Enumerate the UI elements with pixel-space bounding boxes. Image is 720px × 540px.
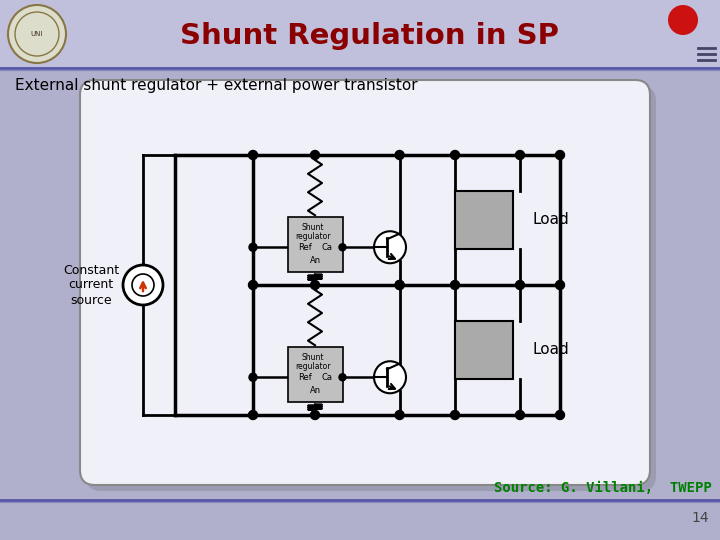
Circle shape [395, 280, 404, 289]
Circle shape [451, 151, 459, 159]
Text: Shunt: Shunt [302, 222, 324, 232]
FancyBboxPatch shape [86, 86, 656, 491]
Text: Ref: Ref [298, 373, 312, 382]
Text: UNI: UNI [31, 31, 43, 37]
Circle shape [556, 280, 564, 289]
Circle shape [339, 244, 346, 251]
Text: Shunt: Shunt [302, 353, 324, 362]
Circle shape [249, 373, 257, 381]
Circle shape [556, 151, 564, 159]
Circle shape [310, 410, 320, 420]
Bar [287, 347, 343, 402]
Text: Ca: Ca [322, 243, 333, 252]
Text: Load: Load [532, 213, 569, 227]
Circle shape [248, 151, 258, 159]
Circle shape [123, 265, 163, 305]
Bar [455, 321, 513, 379]
Circle shape [374, 231, 406, 263]
Text: Source: G. Villani,  TWEPP ’07: Source: G. Villani, TWEPP ’07 [495, 481, 720, 495]
Circle shape [395, 410, 404, 420]
Text: Ca: Ca [322, 373, 333, 382]
Text: Shunt Regulation in SP: Shunt Regulation in SP [181, 22, 559, 50]
Text: Constant
current
source: Constant current source [63, 264, 119, 307]
FancyBboxPatch shape [80, 80, 650, 485]
Circle shape [310, 151, 320, 159]
Text: Ref: Ref [298, 243, 312, 252]
Circle shape [451, 410, 459, 420]
Circle shape [310, 280, 320, 289]
Circle shape [248, 410, 258, 420]
Bar [0, 0, 720, 68]
Circle shape [451, 280, 459, 289]
Circle shape [516, 280, 524, 289]
Circle shape [249, 243, 257, 251]
Text: Load: Load [532, 342, 569, 357]
Circle shape [395, 151, 404, 159]
Bar [455, 191, 513, 249]
Circle shape [339, 374, 346, 381]
Bar [287, 217, 343, 272]
Circle shape [516, 410, 524, 420]
Circle shape [668, 5, 698, 35]
Circle shape [556, 410, 564, 420]
Text: External shunt regulator + external power transistor: External shunt regulator + external powe… [15, 78, 418, 93]
Text: regulator: regulator [295, 362, 330, 371]
Circle shape [516, 151, 524, 159]
Text: An: An [310, 256, 320, 265]
Text: An: An [310, 386, 320, 395]
Circle shape [8, 5, 66, 63]
Circle shape [248, 280, 258, 289]
Circle shape [374, 361, 406, 393]
Text: regulator: regulator [295, 232, 330, 241]
Text: 14: 14 [691, 511, 708, 525]
Circle shape [132, 274, 154, 296]
Circle shape [395, 280, 404, 289]
